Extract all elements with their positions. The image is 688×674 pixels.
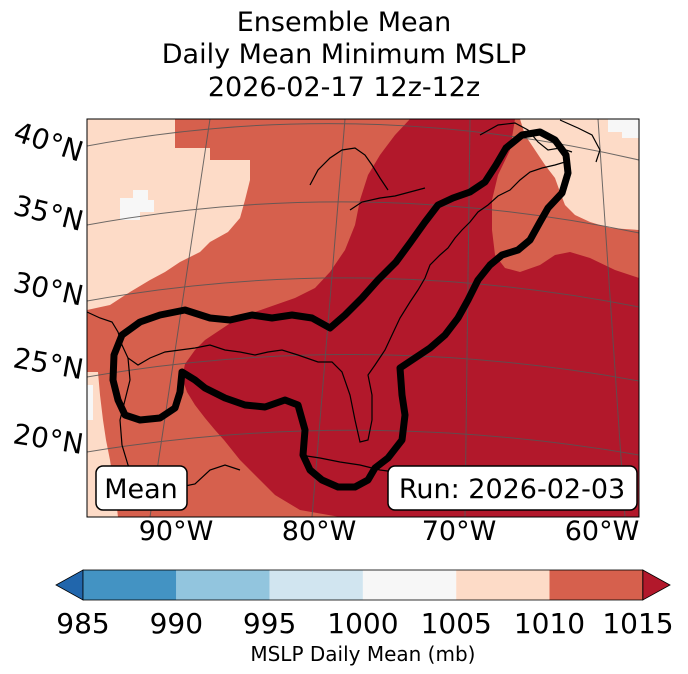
colorbar-segment-1010-1015 (549, 570, 643, 600)
lat-label-25: 25°N (11, 341, 86, 386)
colorbar-segment-990-995 (176, 570, 270, 600)
colorbar-tick-1005: 1005 (421, 607, 492, 640)
colorbar-label: MSLP Daily Mean (mb) (250, 642, 475, 666)
title-line-2: Daily Mean Minimum MSLP (161, 39, 527, 70)
lat-label-35: 35°N (10, 189, 86, 238)
colorbar-segment-995-1000 (269, 570, 363, 600)
colorbar-segment-1000-1005 (362, 570, 457, 600)
pressure-field-1000-1005-patch (120, 190, 154, 220)
colorbar-tick-990: 990 (150, 607, 203, 640)
title-line-1: Ensemble Mean (236, 7, 452, 38)
colorbar: 985 990 995 1000 1005 1010 1015 MSLP Dai… (55, 569, 674, 666)
pressure-field-1005-1010-northeast (520, 119, 639, 230)
coastlines (87, 119, 601, 511)
lon-label-60w: 60°W (565, 516, 640, 547)
lon-label-90w: 90°W (139, 516, 214, 547)
colorbar-tick-1000: 1000 (327, 607, 398, 640)
colorbar-over-arrow (642, 569, 671, 601)
colorbar-tick-985: 985 (56, 607, 109, 640)
pressure-field-1015-plus (182, 119, 639, 517)
run-box (387, 465, 638, 511)
title-line-3: 2026-02-17 12z-12z (207, 72, 481, 103)
pressure-field-1000-1005-edge (87, 385, 93, 420)
map-frame (86, 118, 640, 518)
lat-label-20: 20°N (11, 417, 86, 461)
mean-box-label: Mean (104, 474, 178, 505)
lon-label-80w: 80°W (282, 516, 357, 547)
pressure-field-1000-1005-corner (608, 119, 639, 138)
mean-box (95, 465, 188, 511)
lon-label-70w: 70°W (422, 516, 497, 547)
pressure-contour (109, 128, 572, 491)
pressure-field-1005-1010-west (87, 119, 250, 310)
colorbar-segment-1005-1010 (456, 570, 550, 600)
run-box-label: Run: 2026-02-03 (399, 474, 625, 505)
colorbar-segment-985-990 (83, 570, 177, 600)
lat-label-40: 40°N (10, 115, 87, 168)
map-panel (87, 119, 639, 517)
colorbar-tick-1015: 1015 (602, 607, 673, 640)
colorbar-tick-995: 995 (243, 607, 296, 640)
lat-label-30: 30°N (11, 266, 87, 313)
colorbar-under-arrow (55, 569, 84, 601)
colorbar-tick-1010: 1010 (514, 607, 585, 640)
